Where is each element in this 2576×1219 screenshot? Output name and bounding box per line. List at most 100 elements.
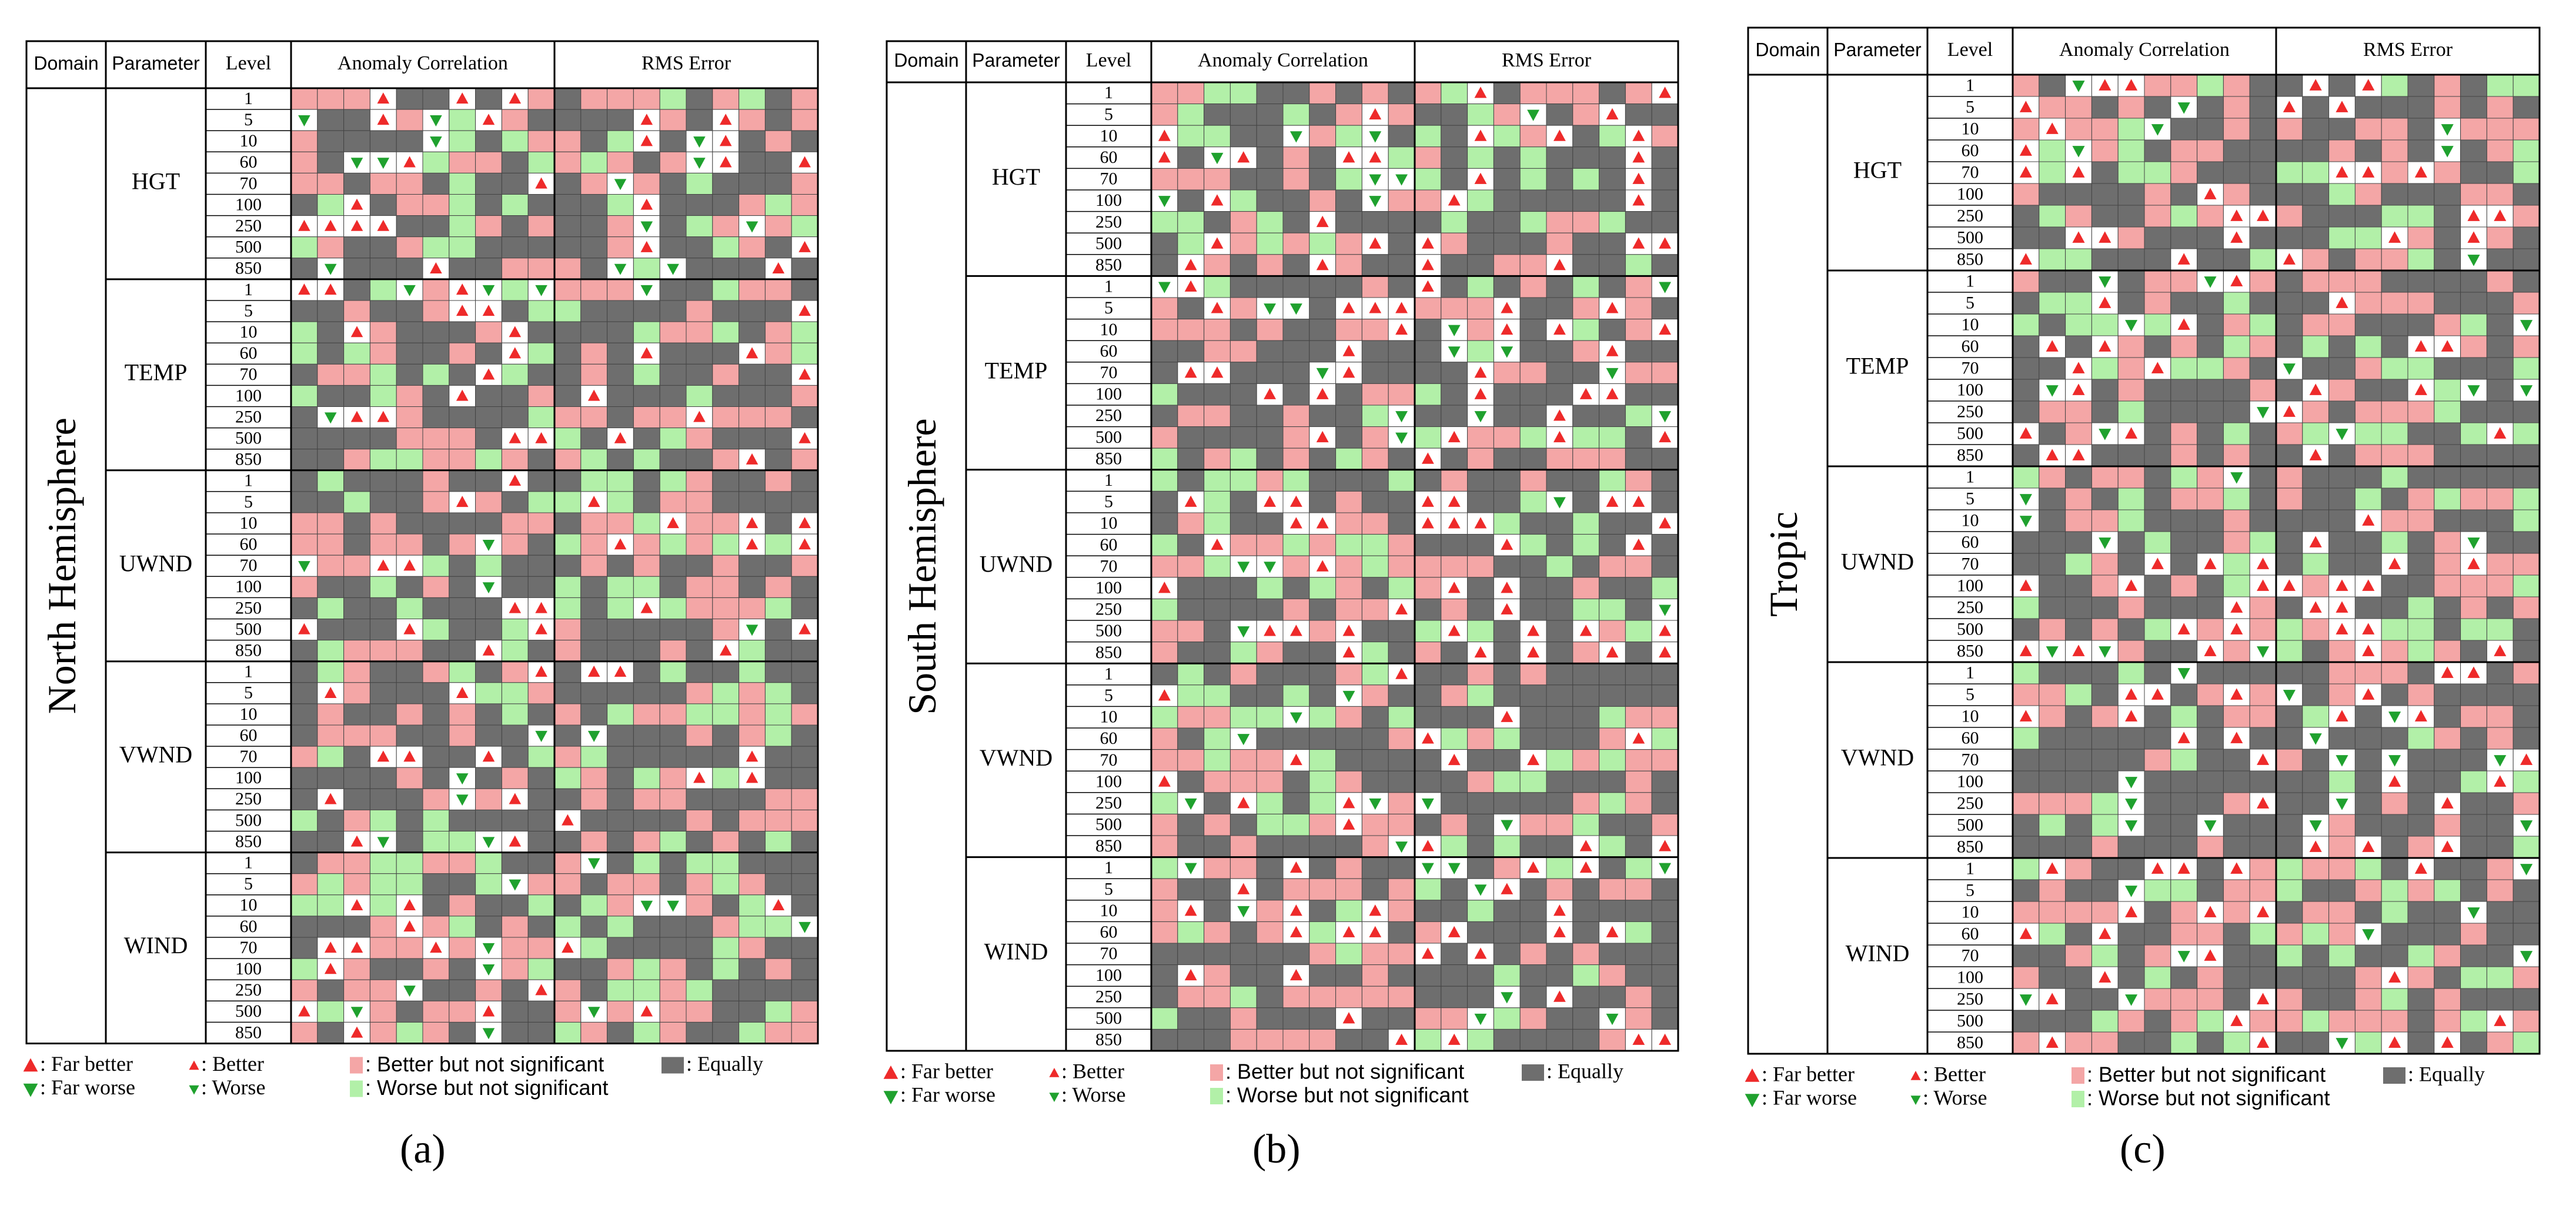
- cell: [554, 724, 582, 747]
- cell: [2328, 683, 2356, 706]
- cell: [2065, 96, 2092, 119]
- cell: [1309, 146, 1337, 169]
- cell: [1546, 232, 1573, 255]
- cell: [396, 852, 423, 874]
- cell: [422, 809, 450, 832]
- level-label: 850: [1957, 1033, 1983, 1052]
- cell: [2039, 248, 2066, 271]
- cell: [2486, 705, 2514, 728]
- cell: [1493, 921, 1521, 944]
- better-marker: [2494, 1014, 2507, 1026]
- better-marker: [1316, 517, 1329, 529]
- cell: [1572, 82, 1600, 105]
- cell: [1335, 857, 1362, 879]
- cell: [2197, 357, 2224, 380]
- cell: [2039, 313, 2066, 336]
- cell: [659, 746, 687, 768]
- cell: [1361, 275, 1389, 298]
- level-label: 60: [1962, 728, 1979, 747]
- cell: [2012, 118, 2040, 141]
- cell: [2460, 727, 2487, 750]
- better-marker: [1579, 840, 1592, 851]
- cell: [2170, 1010, 2198, 1033]
- cell: [1151, 82, 1178, 105]
- cell: [2276, 270, 2303, 293]
- cell: [712, 406, 740, 429]
- cell: [2407, 1031, 2435, 1054]
- cell: [2434, 270, 2461, 293]
- cell: [791, 88, 818, 110]
- better-marker: [1474, 517, 1487, 529]
- better-marker: [1659, 430, 1672, 443]
- cell: [739, 894, 766, 917]
- cell: [791, 661, 818, 683]
- better-marker: [509, 432, 522, 443]
- cell: [1519, 447, 1547, 470]
- better-marker: [2046, 340, 2059, 352]
- cell: [290, 703, 318, 726]
- cell: [764, 767, 792, 789]
- cell: [2144, 379, 2171, 402]
- cell: [2486, 966, 2514, 989]
- cell: [607, 894, 634, 917]
- cell: [422, 1000, 450, 1023]
- cell: [1625, 383, 1652, 406]
- cell: [2197, 966, 2224, 989]
- better-marker: [2046, 862, 2059, 874]
- cell: [369, 852, 397, 874]
- cell: [396, 88, 423, 110]
- cell: [2223, 96, 2250, 119]
- legend-far-worse: : Far worse: [1762, 1086, 1857, 1109]
- worse-marker: [1342, 690, 1355, 703]
- cell: [2276, 662, 2303, 684]
- cell: [2434, 205, 2461, 228]
- cell: [1229, 577, 1257, 599]
- cell: [2381, 183, 2408, 206]
- better-marker: [2283, 579, 2296, 591]
- cell: [317, 619, 345, 641]
- cell: [1441, 598, 1468, 621]
- cell: [1467, 749, 1494, 772]
- cell: [2117, 727, 2145, 750]
- cell: [1493, 362, 1521, 384]
- cell: [2039, 727, 2066, 750]
- better-marker: [535, 602, 547, 613]
- cell: [1519, 663, 1547, 686]
- better-marker: [1184, 366, 1197, 378]
- cell: [1151, 319, 1178, 341]
- better-marker: [1527, 861, 1540, 873]
- worse-marker: [2151, 124, 2164, 136]
- worse-marker: [1237, 626, 1250, 638]
- cell: [1361, 857, 1389, 879]
- level-label: 500: [235, 619, 262, 639]
- cell: [2512, 205, 2540, 228]
- cell: [1335, 512, 1362, 535]
- panel-label-a: (a): [400, 1127, 446, 1172]
- cell: [764, 619, 792, 641]
- cell: [2276, 313, 2303, 336]
- cell: [449, 1021, 476, 1044]
- cell: [1599, 835, 1626, 858]
- cell: [290, 576, 318, 598]
- cell: [2197, 618, 2224, 641]
- cell: [580, 937, 608, 959]
- cell: [2354, 335, 2382, 358]
- cell: [2249, 118, 2277, 141]
- worse-marker: [2125, 886, 2138, 897]
- cell: [1204, 770, 1231, 793]
- cell: [317, 236, 345, 259]
- better-marker: [2414, 166, 2427, 178]
- cell: [1572, 1028, 1600, 1051]
- worse-marker: [2204, 820, 2217, 832]
- cell: [607, 279, 634, 301]
- cell: [1256, 232, 1284, 255]
- cell: [2407, 923, 2435, 946]
- cell: [712, 88, 740, 110]
- cell: [1335, 598, 1362, 621]
- cell: [1177, 813, 1205, 836]
- cell: [1414, 986, 1442, 1008]
- cell: [317, 363, 345, 386]
- cell: [1625, 684, 1652, 707]
- cell: [712, 236, 740, 259]
- cell: [2197, 313, 2224, 336]
